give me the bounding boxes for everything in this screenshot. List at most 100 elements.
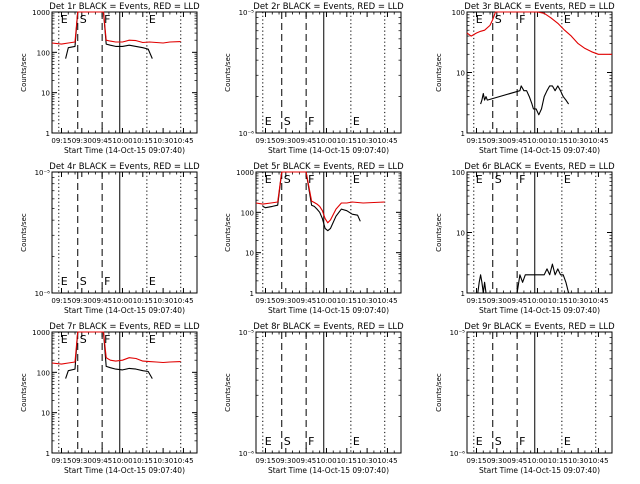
marker-label: E — [265, 435, 272, 448]
marker-label: S — [284, 435, 291, 448]
marker-label: S — [495, 13, 502, 26]
x-tick-label: 10:45 — [588, 137, 608, 145]
x-tick-label: 09:45 — [92, 297, 112, 305]
x-tick-label: 09:30 — [276, 297, 296, 305]
marker-label: S — [495, 435, 502, 448]
x-tick-label: 09:45 — [296, 457, 316, 465]
y-axis-label: Counts/sec — [224, 53, 232, 92]
panel-title: Det 8r BLACK = Events, RED = LLD — [253, 322, 404, 332]
panel-title: Det 3r BLACK = Events, RED = LLD — [464, 2, 615, 12]
x-tick-label: 10:45 — [377, 457, 397, 465]
marker-label: F — [519, 13, 525, 26]
x-tick-label: 10:15 — [548, 297, 568, 305]
marker-label: E — [265, 115, 272, 128]
y-tick-label: 1 — [46, 450, 50, 458]
y-tick-label: 100 — [241, 209, 254, 217]
x-axis-label: Start Time (14-Oct-15 09:07:40) — [64, 146, 185, 155]
x-axis-label: Start Time (14-Oct-15 09:07:40) — [479, 146, 600, 155]
y-tick-label: 10⁻⁵ — [239, 9, 255, 17]
x-tick-label: 10:30 — [568, 457, 588, 465]
x-tick-label: 09:45 — [507, 137, 527, 145]
x-tick-label: 10:45 — [588, 457, 608, 465]
y-tick-label: 100 — [452, 169, 465, 177]
marker-label: F — [104, 333, 110, 346]
x-tick-label: 09:15 — [255, 137, 275, 145]
y-tick-label: 1 — [461, 290, 465, 298]
y-tick-label: 1 — [250, 290, 254, 298]
x-tick-label: 09:15 — [51, 457, 71, 465]
x-tick-label: 10:15 — [548, 457, 568, 465]
marker-label: E — [265, 173, 272, 186]
x-axis-label: Start Time (14-Oct-15 09:07:40) — [64, 306, 185, 315]
marker-label: E — [149, 275, 156, 288]
x-tick-label: 10:45 — [377, 297, 397, 305]
x-tick-label: 10:30 — [357, 457, 377, 465]
x-tick-label: 10:45 — [377, 137, 397, 145]
plot-frame — [255, 11, 402, 134]
marker-label: F — [104, 275, 110, 288]
panel-title: Det 6r BLACK = Events, RED = LLD — [464, 162, 615, 172]
y-tick-label: 10 — [456, 70, 465, 78]
x-axis-label: Start Time (14-Oct-15 09:07:40) — [268, 146, 389, 155]
x-tick-label: 10:00 — [112, 137, 132, 145]
marker-label: S — [80, 13, 87, 26]
panel-title: Det 7r BLACK = Events, RED = LLD — [49, 322, 200, 332]
panel-title: Det 2r BLACK = Events, RED = LLD — [253, 2, 404, 12]
x-axis-label: Start Time (14-Oct-15 09:07:40) — [64, 466, 185, 475]
marker-label: E — [476, 13, 483, 26]
marker-label: E — [564, 13, 571, 26]
y-tick-label: 1000 — [32, 9, 50, 17]
x-tick-label: 09:45 — [92, 457, 112, 465]
x-tick-label: 09:45 — [296, 297, 316, 305]
plot-frame — [51, 11, 198, 134]
x-tick-label: 09:45 — [92, 137, 112, 145]
plot-frame — [466, 11, 613, 134]
marker-label: S — [80, 333, 87, 346]
x-tick-label: 10:00 — [316, 457, 336, 465]
marker-label: E — [353, 115, 360, 128]
marker-label: F — [519, 435, 525, 448]
marker-label: E — [353, 435, 360, 448]
y-tick-label: 100 — [37, 49, 50, 57]
y-axis-label: Counts/sec — [20, 373, 28, 412]
x-tick-label: 10:30 — [153, 137, 173, 145]
x-tick-label: 10:30 — [153, 297, 173, 305]
x-tick-label: 10:00 — [316, 297, 336, 305]
plot-frame — [255, 171, 402, 294]
marker-label: E — [353, 173, 360, 186]
marker-label: E — [61, 275, 68, 288]
x-tick-label: 10:45 — [588, 297, 608, 305]
y-tick-label: 10⁻⁵ — [239, 329, 255, 337]
panel-det-2: Det 2r BLACK = Events, RED = LLD 09:15 09:… — [224, 2, 404, 155]
x-tick-label: 09:45 — [507, 297, 527, 305]
marker-label: E — [149, 13, 156, 26]
x-tick-label: 09:30 — [72, 297, 92, 305]
y-axis-label: Counts/sec — [20, 53, 28, 92]
y-tick-label: 10⁻⁶ — [239, 130, 255, 138]
x-tick-label: 10:00 — [527, 297, 547, 305]
lld-series-line — [51, 11, 181, 45]
y-tick-label: 1 — [46, 130, 50, 138]
x-tick-label: 09:15 — [51, 297, 71, 305]
marker-label: E — [149, 333, 156, 346]
marker-label: E — [564, 435, 571, 448]
y-tick-label: 10 — [456, 230, 465, 238]
x-axis-label: Start Time (14-Oct-15 09:07:40) — [479, 306, 600, 315]
x-tick-label: 09:30 — [487, 137, 507, 145]
y-tick-label: 10⁻⁶ — [239, 450, 255, 458]
marker-label: F — [308, 435, 314, 448]
y-tick-label: 10 — [245, 250, 254, 258]
plot-frame — [51, 171, 198, 294]
y-axis-label: Counts/sec — [435, 213, 443, 252]
y-axis-label: Counts/sec — [224, 213, 232, 252]
x-tick-label: 09:30 — [276, 137, 296, 145]
panel-title: Det 1r BLACK = Events, RED = LLD — [49, 2, 200, 12]
panel-det-7: Det 7r BLACK = Events, RED = LLD 09:15 09:… — [20, 322, 200, 475]
marker-label: S — [80, 275, 87, 288]
x-tick-label: 09:15 — [255, 457, 275, 465]
plot-frame — [51, 331, 198, 454]
